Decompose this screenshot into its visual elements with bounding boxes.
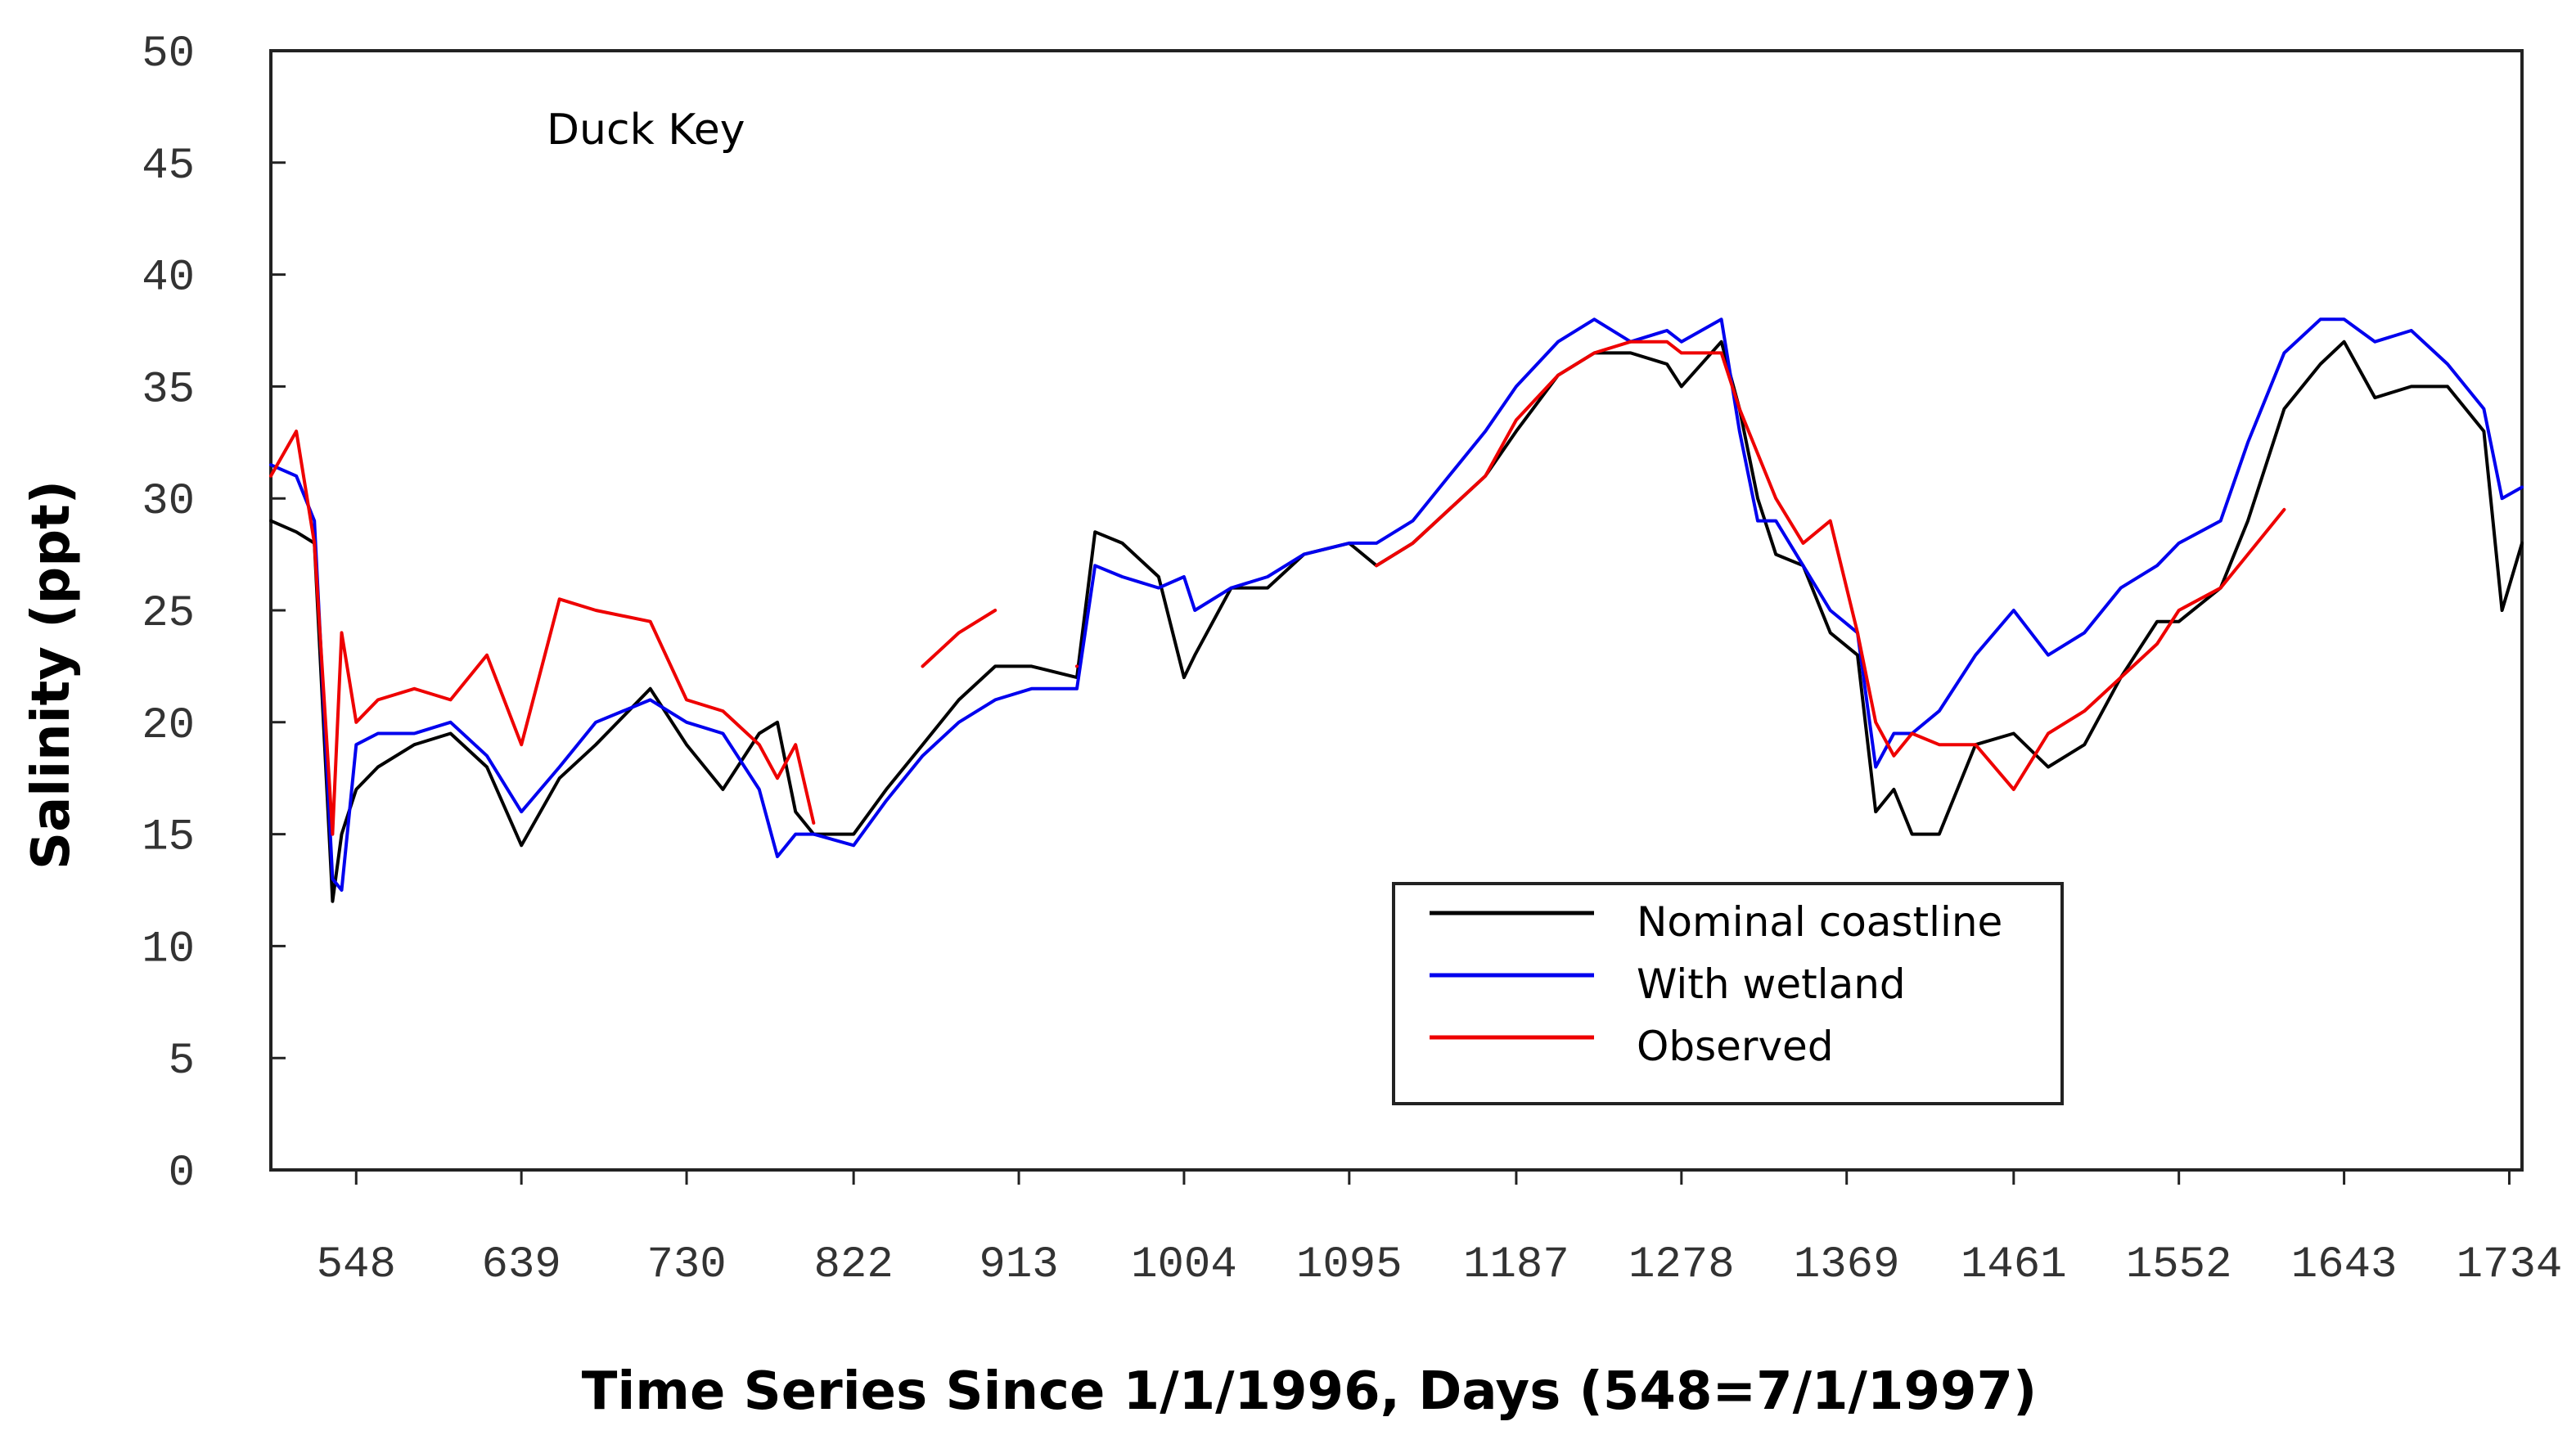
legend-label: Observed	[1637, 1023, 1834, 1070]
x-tick-label: 1643	[2291, 1240, 2398, 1290]
x-tick-label: 1369	[1794, 1240, 1900, 1290]
x-axis-label: Time Series Since 1/1/1996, Days (548=7/…	[582, 1361, 2038, 1422]
y-tick-label: 50	[142, 29, 195, 79]
y-axis-label: Salinity (ppt)	[21, 480, 82, 870]
series-line	[269, 317, 2524, 892]
legend-label: With wetland	[1637, 960, 1906, 1008]
series-line	[269, 340, 2286, 836]
x-tick-label: 1552	[2126, 1240, 2232, 1290]
y-tick-label: 5	[169, 1037, 195, 1086]
y-tick-label: 40	[142, 254, 195, 304]
x-tick-label: 1004	[1131, 1240, 1237, 1290]
x-tick-label: 1095	[1296, 1240, 1403, 1290]
y-tick-label: 25	[142, 589, 195, 639]
y-tick-label: 0	[169, 1149, 195, 1199]
annotation: Duck Key	[547, 106, 745, 155]
x-tick-label: 1461	[1961, 1240, 2067, 1290]
x-tick-label: 548	[317, 1240, 396, 1290]
x-tick-label: 1187	[1463, 1240, 1569, 1290]
legend-box	[1392, 882, 2064, 1105]
x-tick-label: 822	[814, 1240, 894, 1290]
y-tick-label: 35	[142, 365, 195, 415]
legend-label: Nominal coastline	[1637, 898, 2002, 946]
y-tick-label: 45	[142, 142, 195, 191]
x-tick-label: 730	[646, 1240, 726, 1290]
y-tick-label: 20	[142, 701, 195, 751]
y-tick-label: 10	[142, 924, 195, 974]
x-tick-label: 913	[979, 1240, 1058, 1290]
y-tick-label: 30	[142, 477, 195, 527]
x-tick-label: 1734	[2457, 1240, 2563, 1290]
y-tick-label: 15	[142, 813, 195, 863]
x-tick-label: 1278	[1628, 1240, 1735, 1290]
x-tick-label: 639	[482, 1240, 561, 1290]
series-line	[269, 340, 2524, 903]
